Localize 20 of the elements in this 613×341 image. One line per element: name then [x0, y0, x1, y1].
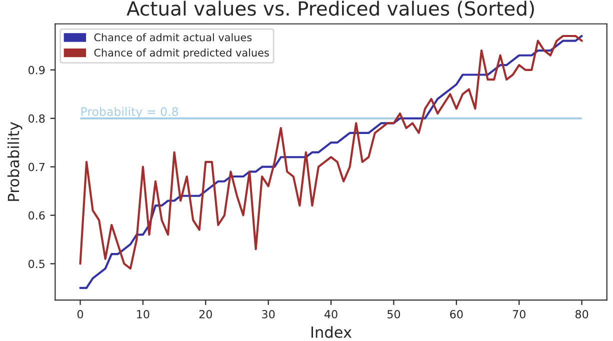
y-tick-label: 0.7 [28, 162, 44, 172]
x-axis-title: Index [311, 326, 352, 338]
x-tick-label: 10 [137, 310, 150, 318]
y-tick-label: 0.8 [28, 114, 45, 123]
ref-line-label: Probability = 0.8 [81, 106, 178, 118]
x-tick-label: 50 [388, 310, 400, 318]
legend-label: Chance of admit predicted values [94, 48, 269, 59]
x-tick-label: 60 [450, 310, 463, 318]
chart-title: Actual values vs. Prediced values (Sorted) [126, 0, 534, 18]
y-tick-label: 0.5 [28, 260, 44, 268]
y-tick-label: 0.9 [28, 66, 45, 74]
legend-label: Chance of admit actual values [94, 33, 252, 42]
x-tick-label: 80 [575, 310, 588, 318]
x-tick-label: 30 [262, 310, 275, 318]
x-tick-label: 20 [199, 310, 212, 318]
y-tick-label: 0.6 [28, 211, 45, 220]
y-axis-title: Probability [7, 122, 22, 201]
x-tick-label: 0 [77, 310, 84, 318]
x-tick-label: 70 [512, 310, 526, 318]
x-tick-label: 40 [324, 310, 338, 318]
